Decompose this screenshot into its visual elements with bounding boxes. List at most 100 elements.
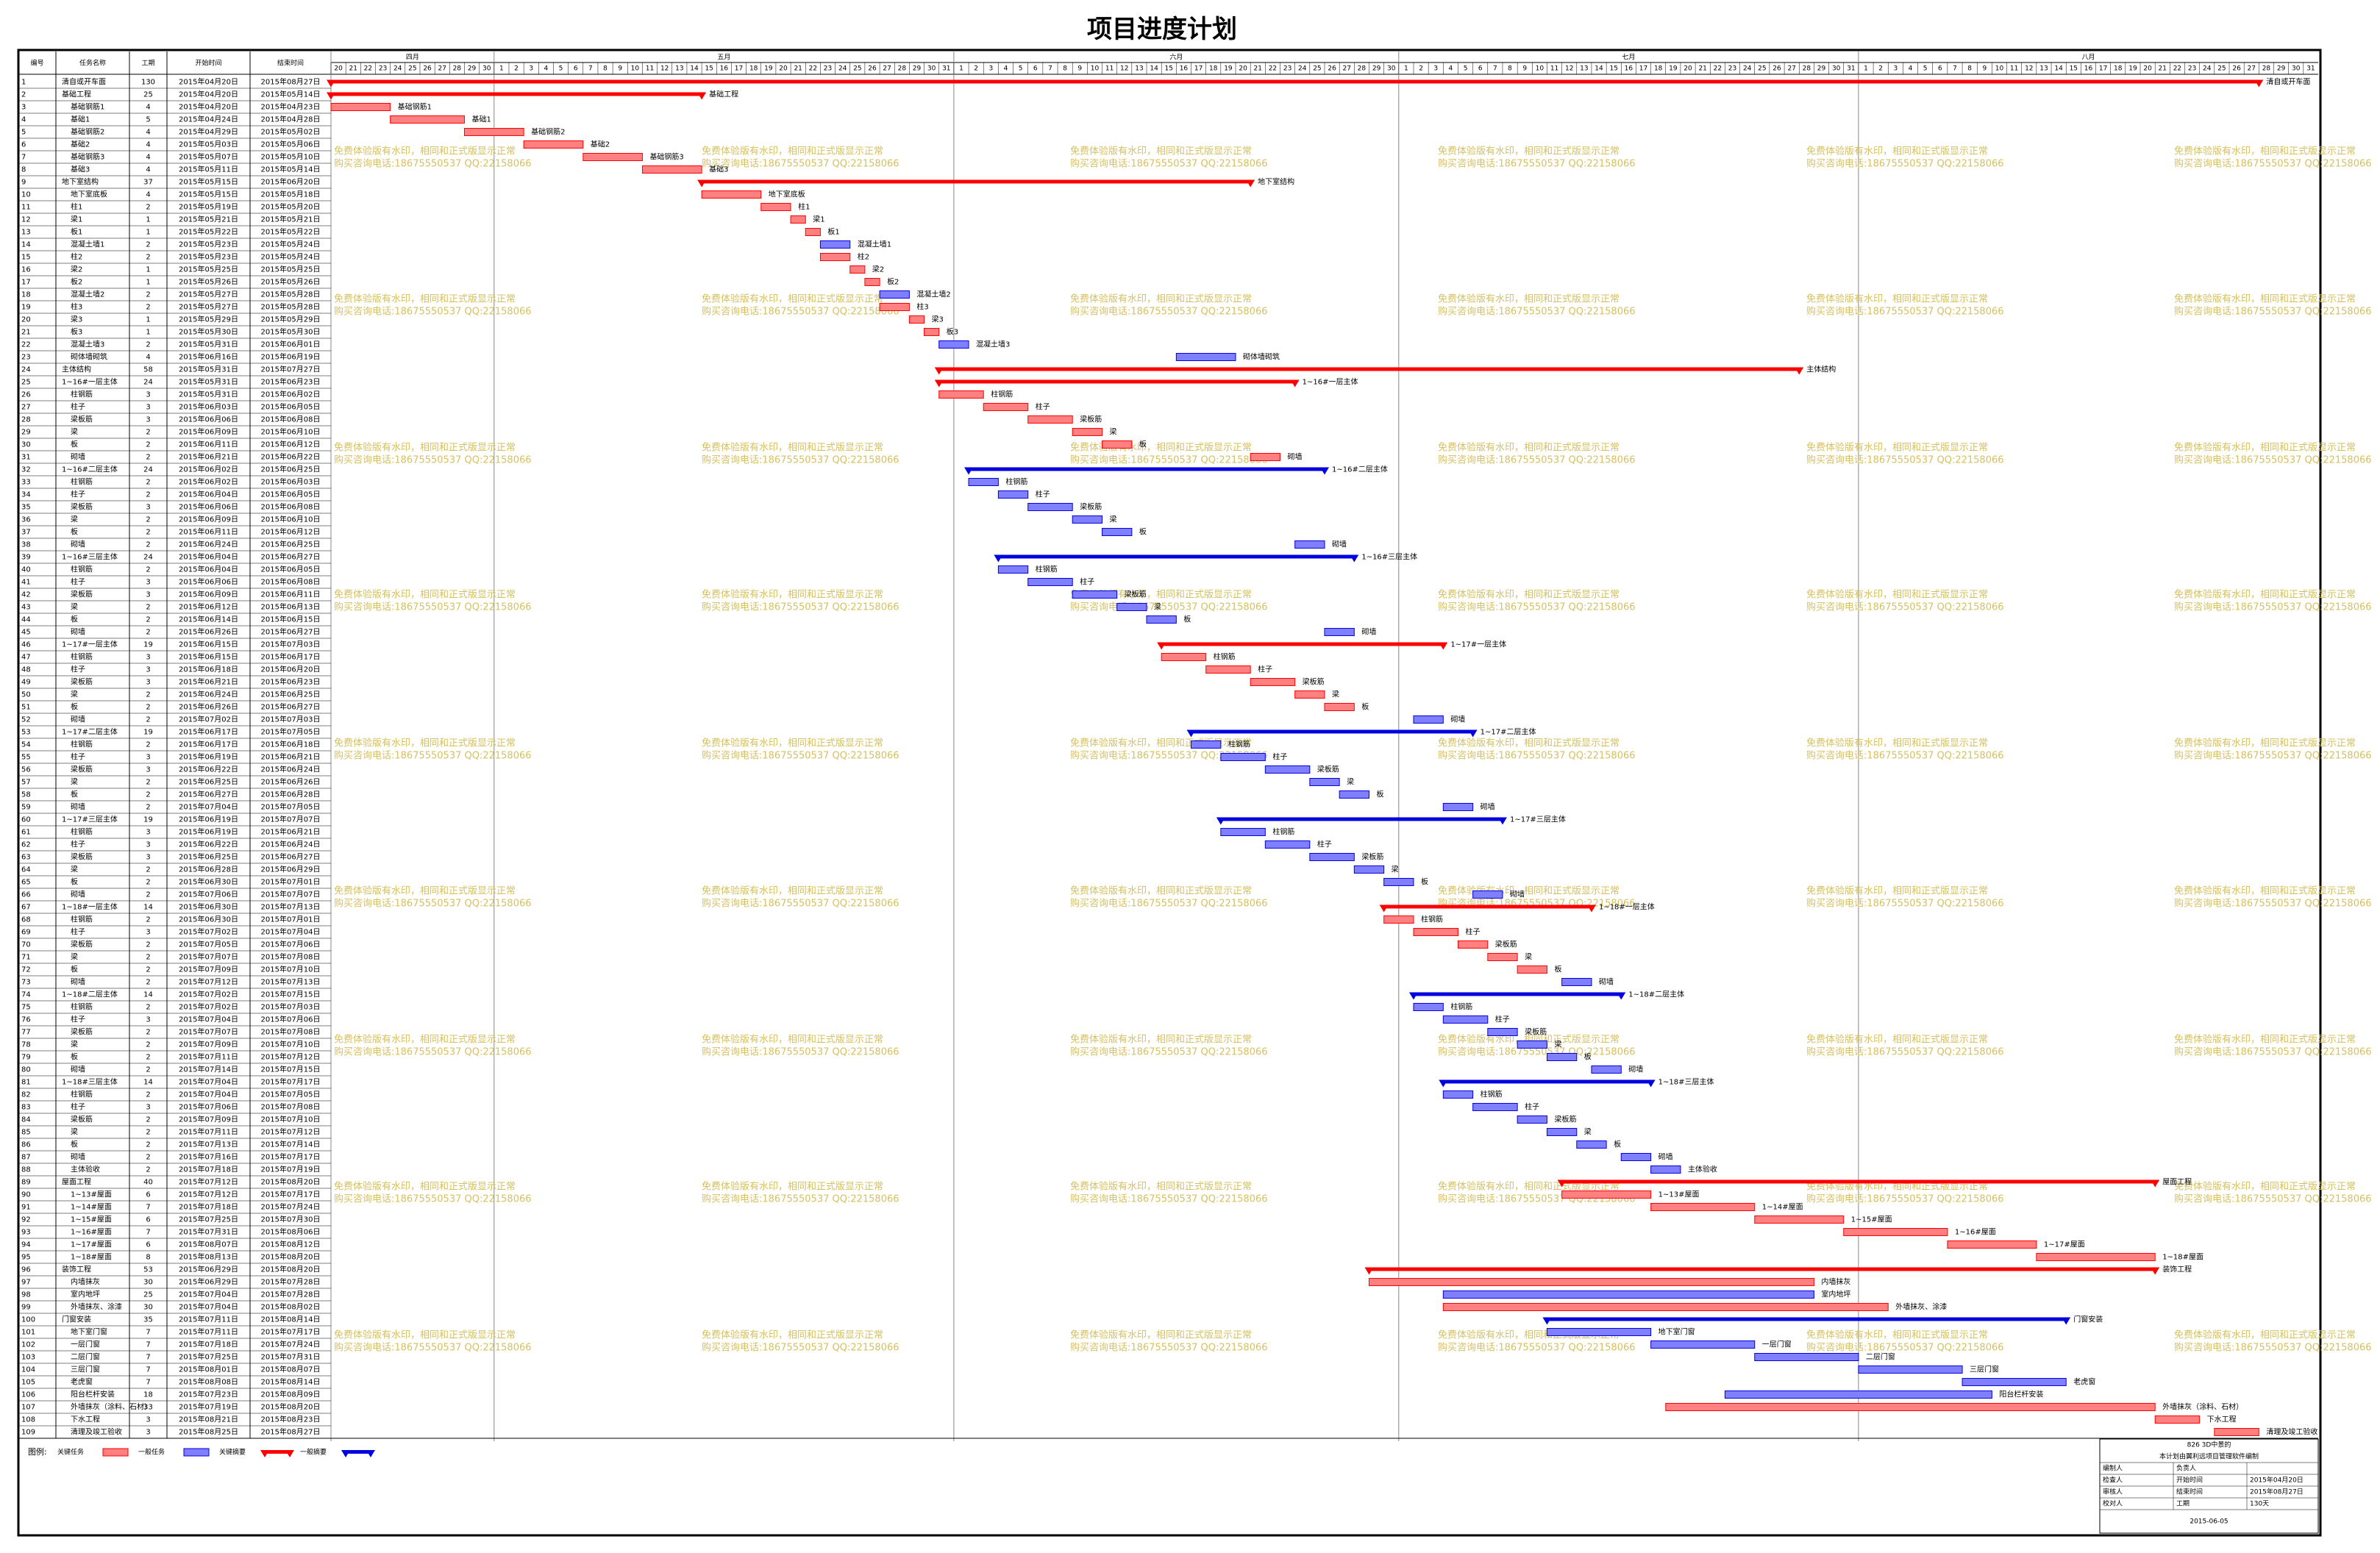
cell: 2015年05月26日 [261,277,321,287]
task-bar [924,328,940,336]
cell: 2 [146,291,150,299]
cell: 2015年07月12日 [261,1127,321,1137]
summary-bar [1220,817,1503,821]
cell: 102 [21,1341,35,1349]
cell: 93 [21,1229,31,1237]
task-bar [1546,1053,1578,1061]
cell: 4 [146,129,150,137]
summary-end [1246,179,1255,188]
cell: 2015年08月13日 [179,1252,238,1262]
day-label: 29 [913,65,922,73]
cell: 梁 [71,515,78,524]
cell: 87 [21,1154,31,1162]
watermark: 购买咨询电话:18675550537 QQ:22158066 [334,306,532,318]
task-bar [983,403,1029,411]
cell: 90 [21,1191,31,1199]
task-bar [968,478,999,486]
cell: 2015年05月07日 [179,152,238,162]
day-label: 18 [749,65,758,73]
cell: 2 [146,304,150,312]
cell: 2015年05月10日 [261,152,321,162]
bar-label: 1~15#屋面 [1851,1215,1892,1224]
task-bar [1442,1015,1489,1024]
summary-end [1216,817,1225,825]
bar-label: 板 [1376,790,1383,799]
cell: 1~16#二层主体 [62,465,118,474]
column-header: 任务名称 [79,59,106,68]
summary-bar [969,467,1325,471]
cell: 2015年06月25日 [179,777,238,787]
cell: 2015年07月24日 [261,1340,321,1349]
cell: 3 [146,1104,150,1112]
day-label: 31 [1847,65,1855,73]
cell: 2 [146,1116,150,1124]
watermark: 购买咨询电话:18675550537 QQ:22158066 [1438,1046,1636,1058]
day-label: 8 [1508,65,1512,73]
day-label: 28 [898,65,907,73]
page-title: 项目进度计划 [1087,15,1237,44]
day-label: 19 [2128,65,2137,73]
cell: 2 [146,541,150,549]
task-bar [1650,1203,1756,1211]
cell: 2015年06月15日 [179,640,238,649]
cell: 3 [146,929,150,937]
cell: 板 [71,702,78,712]
cell: 95 [21,1254,31,1262]
cell: 梁3 [71,315,82,324]
task-bar [1309,853,1355,861]
cell: 7 [146,1341,150,1349]
column-header: 结束时间 [277,59,304,68]
task-bar [523,140,584,149]
cell: 1 [146,316,150,324]
day-label: 7 [1048,65,1052,73]
cell: 2015年06月29日 [261,865,321,874]
day-label: 26 [1328,65,1336,73]
cell: 2015年06月24日 [179,690,238,699]
cell: 2015年07月18日 [179,1165,238,1174]
day-label: 23 [824,65,832,73]
cell: 1 [146,279,150,287]
bar-label: 砌墙 [1288,452,1303,462]
day-label: 20 [1239,65,1247,73]
bar-label: 梁2 [872,265,884,274]
cell: 混凝土墙3 [71,340,104,349]
cell: 3 [146,1016,150,1024]
summary-bar [1369,1267,2156,1271]
cell: 2 [146,629,150,637]
bar-label: 板 [1183,615,1191,624]
cell: 79 [21,1054,31,1062]
bar-label: 柱钢筋 [1481,1090,1503,1099]
cell: 2015年06月09日 [179,427,238,437]
cell: 33 [143,1404,153,1412]
cell: 2015年06月06日 [179,577,238,587]
day-label: 4 [1004,65,1008,73]
cell: 94 [21,1241,31,1249]
cell: 2015年07月06日 [179,890,238,899]
info-cell: 检查人 [2103,1476,2123,1485]
day-label: 12 [1565,65,1573,73]
bar-label: 板 [1139,440,1147,449]
cell: 6 [146,1241,150,1249]
bar-label: 1~17#二层主体 [1481,728,1536,737]
bar-label: 老虎窗 [2073,1377,2095,1387]
cell: 2015年07月05日 [261,727,321,737]
summary-end [1320,467,1329,475]
summary-end [1497,817,1507,825]
day-label: 3 [988,65,993,73]
summary-end [1364,1267,1374,1275]
day-label: 4 [1909,65,1913,73]
day-label: 1 [499,65,504,73]
bar-label: 屋面工程 [2162,1178,2192,1187]
day-label: 22 [2173,65,2181,73]
day-label: 18 [2114,65,2123,73]
cell: 2015年07月06日 [179,1102,238,1112]
cell: 2015年08月20日 [261,1252,321,1262]
cell: 96 [21,1266,31,1274]
cell: 74 [21,991,31,999]
cell: 3 [146,654,150,662]
bar-label: 门窗安装 [2073,1315,2103,1324]
cell: 1~18#三层主体 [62,1078,118,1087]
summary-end [697,92,707,100]
cell: 阳台栏杆安装 [71,1390,115,1399]
bar-label: 基础3 [709,165,728,174]
